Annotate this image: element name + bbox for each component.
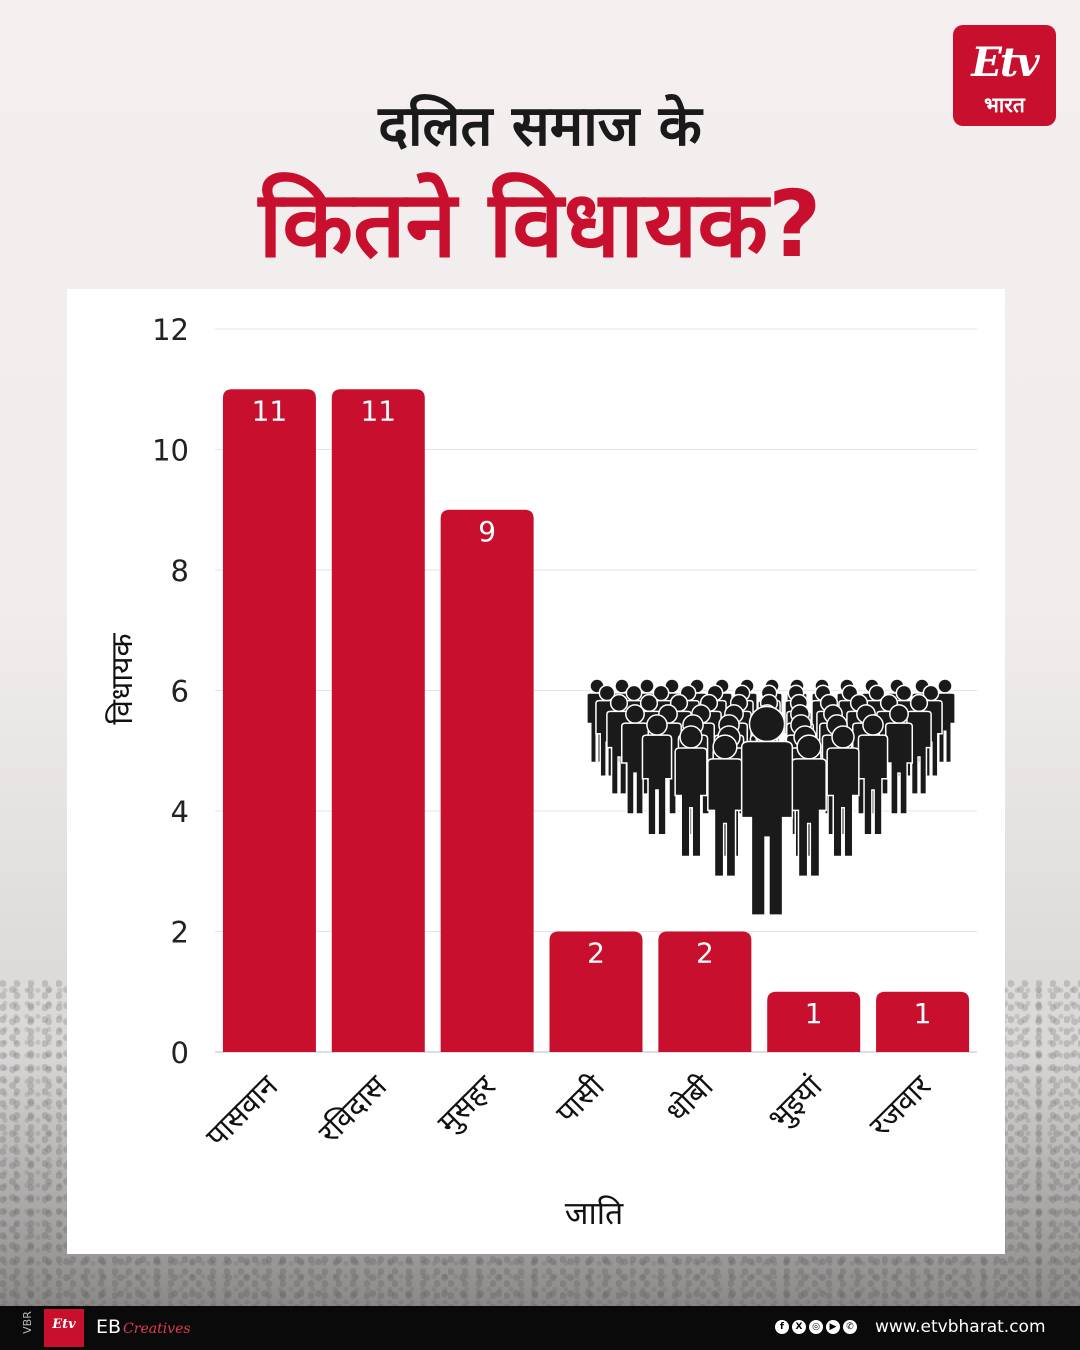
youtube-icon[interactable]: ▶ xyxy=(826,1320,840,1334)
footer-side-text: VBR xyxy=(20,1311,34,1334)
x-tick-label: रविदास xyxy=(312,1068,394,1150)
y-tick-label: 10 xyxy=(152,434,189,468)
logo-text: भारत xyxy=(984,93,1025,117)
x-tick-label: मुसहर xyxy=(431,1068,504,1141)
person-silhouette xyxy=(620,704,650,815)
social-icons: f X ◎ ▶ ✆ xyxy=(775,1320,857,1334)
y-tick-label: 0 xyxy=(171,1036,189,1070)
person-silhouette xyxy=(857,714,889,836)
y-tick-label: 8 xyxy=(171,554,189,588)
headline-line-2: कितने विधायक? xyxy=(258,171,822,278)
bar xyxy=(549,931,643,1052)
x-tick-label: भुइयां xyxy=(761,1068,830,1137)
crowd-icon xyxy=(586,678,956,916)
person-silhouette xyxy=(674,725,708,858)
bar xyxy=(440,509,534,1052)
person-silhouette xyxy=(707,734,743,878)
data-label: 11 xyxy=(360,394,396,427)
data-label: 11 xyxy=(252,394,288,427)
website-link[interactable]: www.etvbharat.com xyxy=(875,1317,1046,1337)
person-silhouette xyxy=(740,705,794,916)
bar xyxy=(222,389,316,1052)
headline-line-1: दलित समाज के xyxy=(378,94,702,159)
data-label: 1 xyxy=(914,997,932,1030)
facebook-icon[interactable]: f xyxy=(775,1320,789,1334)
whatsapp-icon[interactable]: ✆ xyxy=(843,1320,857,1334)
bar xyxy=(876,991,970,1052)
y-tick-label: 4 xyxy=(171,795,189,829)
chart-panel: 0 2 4 6 8 10 12 11 11 9 2 2 1 1 पासवान रविदास मुसहर पास… xyxy=(67,289,1005,1254)
x-tick-label: रजवार xyxy=(863,1068,939,1144)
bar xyxy=(658,931,752,1052)
etv-bharat-logo: Etv भारत xyxy=(953,25,1056,126)
y-tick-label: 6 xyxy=(171,675,189,709)
bar xyxy=(331,389,425,1052)
y-tick-label: 12 xyxy=(152,313,189,347)
person-silhouette xyxy=(641,714,673,836)
bar xyxy=(767,991,861,1052)
eb-text: EB xyxy=(96,1316,122,1338)
x-icon[interactable]: X xyxy=(792,1320,806,1334)
person-silhouette xyxy=(884,704,914,815)
data-label: 9 xyxy=(478,515,496,548)
data-label: 2 xyxy=(696,937,714,970)
data-label: 2 xyxy=(587,937,605,970)
footer-logo-mark: Etv xyxy=(52,1317,76,1332)
person-silhouette xyxy=(826,725,860,858)
logo-mark: Etv xyxy=(971,39,1039,86)
person-silhouette xyxy=(791,734,827,878)
footer-bar: VBR Etv EB Creatives f X ◎ ▶ ✆ www.etvbha… xyxy=(0,1306,1080,1350)
data-label: 1 xyxy=(805,997,823,1030)
x-tick-labels: पासवान रविदास मुसहर पासी धोबी भुइयां रजवार xyxy=(199,1068,938,1155)
x-tick-label: धोबी xyxy=(660,1068,722,1130)
y-tick-labels: 0 2 4 6 8 10 12 xyxy=(152,313,189,1070)
creatives-text: Creatives xyxy=(123,1321,191,1337)
x-tick-label: पासवान xyxy=(199,1068,286,1155)
x-tick-label: पासी xyxy=(550,1068,613,1131)
eb-creatives-logo: EB Creatives xyxy=(96,1316,191,1338)
footer-logo: Etv xyxy=(44,1309,84,1347)
y-tick-label: 2 xyxy=(171,916,189,950)
instagram-icon[interactable]: ◎ xyxy=(809,1320,823,1334)
y-axis-label: विधायक xyxy=(105,632,140,724)
x-axis-label: जाति xyxy=(565,1194,624,1232)
